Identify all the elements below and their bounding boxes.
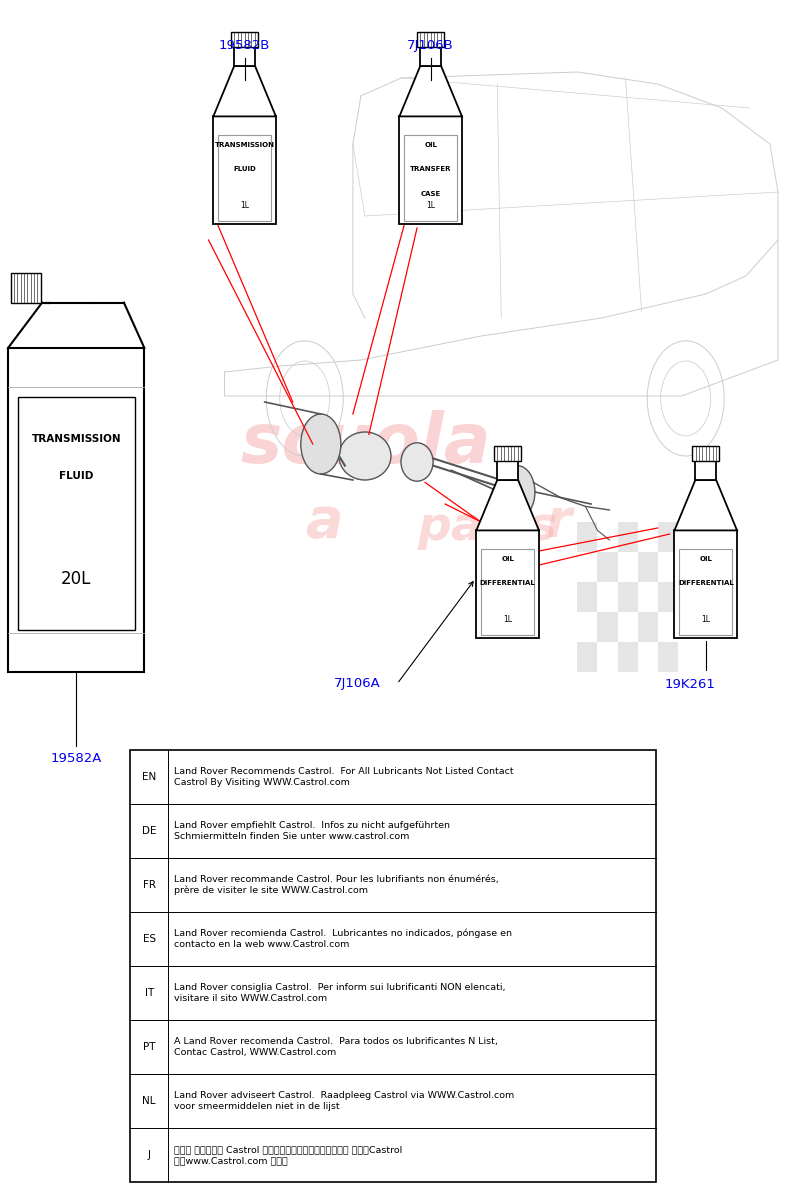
Ellipse shape	[339, 432, 391, 480]
Bar	[658, 642, 678, 672]
Text: OIL: OIL	[501, 556, 514, 562]
Text: FLUID: FLUID	[233, 167, 256, 173]
Bar	[692, 446, 719, 461]
Text: FLUID: FLUID	[59, 470, 93, 481]
Text: J: J	[148, 1150, 151, 1160]
Bar	[399, 116, 462, 224]
Text: Land Rover recommande Castrol. Pour les lubrifiants non énumérés,
prère de visit: Land Rover recommande Castrol. Pour les …	[174, 875, 499, 895]
Bar	[658, 522, 678, 552]
Text: 7J106A: 7J106A	[334, 678, 380, 690]
Bar	[618, 582, 638, 612]
Text: ランド ローバーは Castrol を推奨。リスト外の潤滑劑につい ては、Castrol
社：www.Castrol.com まで。: ランド ローバーは Castrol を推奨。リスト外の潤滑劑につい ては、Cas…	[174, 1145, 403, 1165]
Text: scuola: scuola	[241, 410, 491, 478]
Bar	[577, 522, 597, 552]
Text: CASE: CASE	[420, 191, 441, 197]
Text: parts: parts	[417, 505, 557, 551]
Text: r: r	[545, 496, 571, 548]
Text: Land Rover consiglia Castrol.  Per inform sui lubrificanti NON elencati,
visitar: Land Rover consiglia Castrol. Per inform…	[174, 983, 505, 1003]
Polygon shape	[476, 480, 539, 530]
Bar	[674, 530, 737, 638]
Bar	[577, 642, 597, 672]
Bar	[494, 446, 521, 461]
Bar	[638, 612, 658, 642]
Text: 1L: 1L	[701, 616, 711, 624]
Text: 20L: 20L	[61, 570, 91, 588]
Text: PT: PT	[143, 1042, 156, 1052]
Bar	[231, 32, 258, 47]
Text: NL: NL	[143, 1096, 156, 1106]
Bar	[420, 47, 441, 66]
Text: DE: DE	[142, 826, 156, 836]
Text: TRANSFER: TRANSFER	[410, 167, 452, 173]
Text: 1L: 1L	[426, 202, 435, 210]
Bar	[638, 552, 658, 582]
Bar	[213, 116, 276, 224]
Bar	[497, 461, 518, 480]
Text: 7J106B: 7J106B	[407, 40, 454, 52]
Bar	[618, 522, 638, 552]
Text: Land Rover adviseert Castrol.  Raadpleeg Castrol via WWW.Castrol.com
voor smeerm: Land Rover adviseert Castrol. Raadpleeg …	[174, 1091, 514, 1111]
Text: DIFFERENTIAL: DIFFERENTIAL	[480, 581, 536, 587]
Text: OIL: OIL	[699, 556, 712, 562]
Bar	[597, 552, 618, 582]
Bar	[234, 47, 255, 66]
Bar	[404, 134, 457, 221]
Bar	[577, 582, 597, 612]
Bar	[476, 530, 539, 638]
Bar	[18, 396, 135, 630]
Circle shape	[301, 414, 341, 474]
Polygon shape	[399, 66, 462, 116]
Bar	[10, 274, 41, 302]
Polygon shape	[674, 480, 737, 530]
Polygon shape	[213, 66, 276, 116]
Text: 1L: 1L	[503, 616, 512, 624]
Bar	[130, 750, 656, 1182]
Text: 1L: 1L	[240, 202, 249, 210]
Bar	[417, 32, 444, 47]
Text: a: a	[305, 496, 342, 550]
Ellipse shape	[401, 443, 433, 481]
Bar	[8, 348, 144, 672]
Text: ES: ES	[143, 934, 156, 944]
Bar	[695, 461, 716, 480]
Bar	[218, 134, 271, 221]
Text: OIL: OIL	[424, 142, 437, 148]
Text: 19582B: 19582B	[219, 40, 270, 52]
Text: IT: IT	[144, 988, 154, 998]
Bar	[481, 548, 534, 635]
Bar	[658, 582, 678, 612]
Text: TRANSMISSION: TRANSMISSION	[31, 433, 121, 444]
Text: EN: EN	[142, 772, 156, 782]
Text: Land Rover empfiehlt Castrol.  Infos zu nicht aufgeführten
Schmiermitteln finden: Land Rover empfiehlt Castrol. Infos zu n…	[174, 821, 450, 841]
Text: FR: FR	[143, 880, 156, 890]
Text: 19K261: 19K261	[664, 678, 715, 690]
Text: TRANSMISSION: TRANSMISSION	[215, 142, 274, 148]
Bar	[597, 612, 618, 642]
Bar	[618, 642, 638, 672]
Bar	[679, 548, 732, 635]
Text: Land Rover recomienda Castrol.  Lubricantes no indicados, póngase en
contacto en: Land Rover recomienda Castrol. Lubricant…	[174, 929, 512, 949]
Text: DIFFERENTIAL: DIFFERENTIAL	[678, 581, 734, 587]
Text: Land Rover Recommends Castrol.  For All Lubricants Not Listed Contact
Castrol By: Land Rover Recommends Castrol. For All L…	[174, 767, 513, 787]
Circle shape	[500, 466, 535, 518]
Text: 19582A: 19582A	[51, 752, 102, 764]
Text: A Land Rover recomenda Castrol.  Para todos os lubrificantes N List,
Contac Cast: A Land Rover recomenda Castrol. Para tod…	[174, 1037, 498, 1057]
